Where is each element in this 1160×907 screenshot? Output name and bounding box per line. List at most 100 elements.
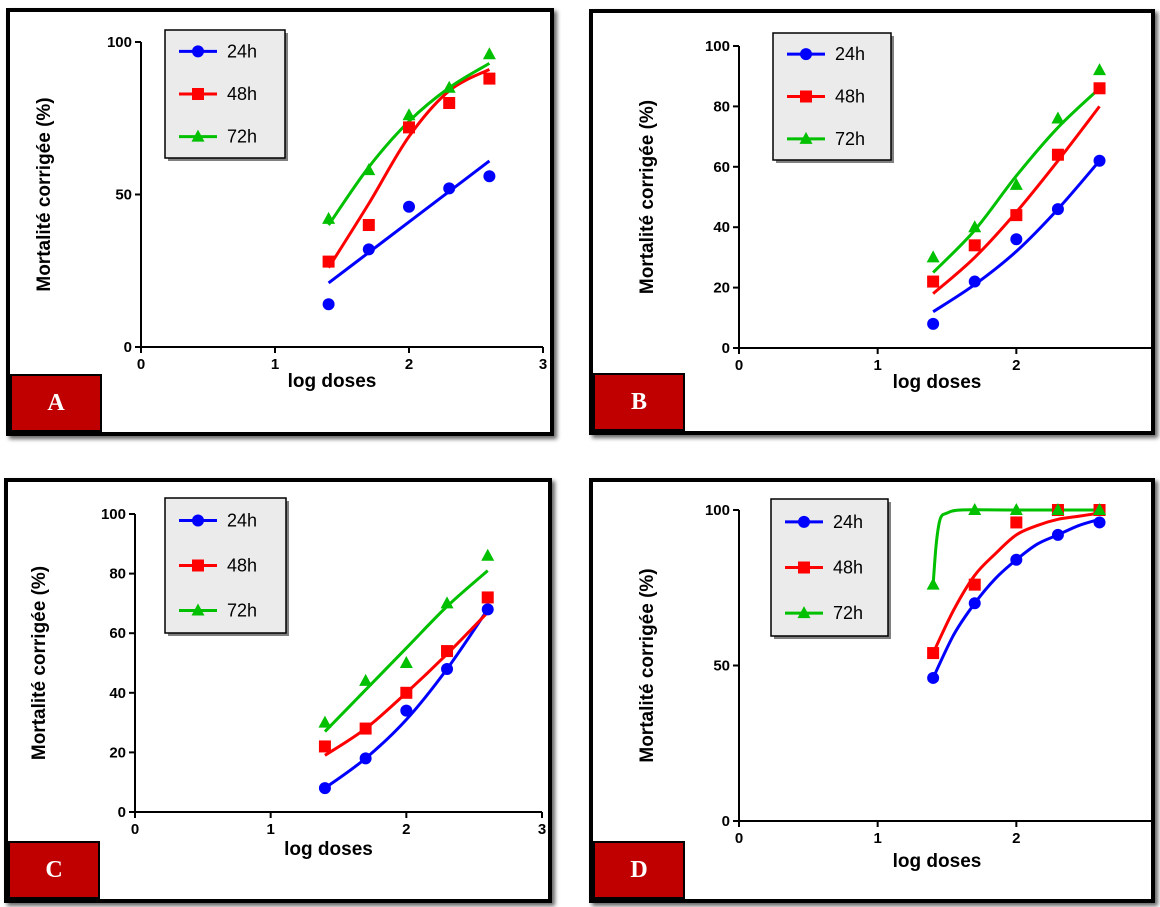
y-tick-label: 0 <box>118 804 126 821</box>
x-tick-label: 1 <box>271 356 279 373</box>
y-tick-label: 100 <box>101 506 126 523</box>
data-point-24h <box>1051 528 1064 541</box>
fit-curve-24h <box>931 517 1100 679</box>
fit-curve-48h <box>327 68 491 269</box>
legend-label: 48h <box>227 556 257 576</box>
legend-label: 24h <box>227 41 257 61</box>
legend-marker <box>797 606 811 619</box>
y-tick-label: 0 <box>722 813 730 830</box>
legend-label: 48h <box>835 87 865 107</box>
x-tick-label: 3 <box>538 821 546 838</box>
data-point-72h <box>968 220 982 233</box>
data-point-48h <box>927 647 940 660</box>
data-point-24h <box>318 782 331 795</box>
data-point-48h <box>1093 82 1106 95</box>
data-point-24h <box>1093 154 1106 167</box>
fit-curve-48h <box>324 611 489 757</box>
data-point-72h <box>440 596 454 609</box>
data-point-48h <box>968 578 981 591</box>
y-tick-label: 60 <box>109 625 126 642</box>
data-point-72h <box>1051 111 1065 124</box>
legend-marker <box>800 48 812 61</box>
data-point-24h <box>968 275 981 288</box>
x-axis-title: log doses <box>284 839 373 860</box>
data-point-24h <box>359 752 372 765</box>
data-point-24h <box>1010 233 1023 246</box>
y-tick-label: 20 <box>713 280 730 297</box>
x-tick-label: 0 <box>735 357 743 374</box>
legend-label: 72h <box>227 127 257 147</box>
x-tick-label: 0 <box>131 821 139 838</box>
legend-marker <box>191 129 205 142</box>
data-point-72h <box>359 673 373 686</box>
y-axis-title: Mortalité corrigée (%) <box>29 566 50 760</box>
legend-marker <box>192 45 204 58</box>
x-tick-label: 1 <box>873 830 881 847</box>
data-point-24h <box>1093 516 1106 529</box>
data-point-48h <box>481 591 494 604</box>
data-point-48h <box>362 219 375 231</box>
x-tick-label: 1 <box>873 357 881 374</box>
data-point-72h <box>1051 503 1065 515</box>
y-tick-label: 100 <box>705 502 730 519</box>
data-point-72h <box>1009 503 1023 515</box>
data-point-72h <box>482 47 496 60</box>
x-axis-title: log doses <box>288 371 377 392</box>
data-point-48h <box>318 740 331 753</box>
data-point-24h <box>362 243 375 256</box>
panel-label-badge: C <box>8 841 100 899</box>
data-point-72h <box>481 548 495 561</box>
data-point-48h <box>927 275 940 288</box>
data-point-48h <box>483 72 496 85</box>
y-tick-label: 40 <box>109 685 126 702</box>
x-tick-label: 0 <box>735 830 743 847</box>
data-point-48h <box>322 255 335 268</box>
fit-curve-72h <box>327 62 491 226</box>
data-point-48h <box>441 645 454 658</box>
data-point-48h <box>403 121 415 134</box>
chart-svg: 0 1 2 3 0 20 40 60 80 100 log doses Mortalité corri… <box>29 497 546 860</box>
y-tick-label: 0 <box>124 339 132 356</box>
y-axis-title: Mortalité corrigée (%) <box>34 97 55 291</box>
data-point-48h <box>968 239 981 252</box>
y-tick-label: 20 <box>109 744 126 761</box>
legend-marker <box>192 514 204 527</box>
y-tick-label: 80 <box>109 566 126 583</box>
x-tick-label: 3 <box>539 356 547 373</box>
data-point-72h <box>399 656 413 668</box>
x-axis-title: log doses <box>893 851 982 872</box>
legend-marker <box>192 88 204 100</box>
data-point-24h <box>441 662 454 675</box>
data-point-72h <box>926 577 940 590</box>
x-tick-label: 2 <box>1012 357 1020 374</box>
fit-curve-72h <box>323 569 489 733</box>
y-axis-title: Mortalité corrigée (%) <box>637 568 658 762</box>
data-point-24h <box>927 671 940 684</box>
y-tick-label: 50 <box>115 187 132 204</box>
data-point-24h <box>483 170 496 183</box>
data-point-24h <box>1010 553 1023 566</box>
legend-label: 72h <box>833 603 863 623</box>
y-tick-label: 100 <box>107 34 132 51</box>
data-point-72h <box>1093 63 1107 76</box>
data-point-48h <box>1051 148 1064 161</box>
data-point-24h <box>968 597 981 610</box>
legend-label: 24h <box>833 512 863 532</box>
legend-marker <box>799 131 813 144</box>
data-point-72h <box>318 715 332 728</box>
panel-label-badge: A <box>10 374 102 432</box>
x-tick-label: 2 <box>402 821 410 838</box>
data-point-72h <box>322 211 336 224</box>
legend-label: 48h <box>227 84 257 104</box>
data-point-48h <box>359 722 372 735</box>
fit-curve-24h <box>324 608 489 790</box>
y-tick-label: 0 <box>722 340 730 357</box>
data-point-48h <box>1010 516 1023 529</box>
legend-marker <box>192 559 204 572</box>
data-point-48h <box>443 97 456 109</box>
x-tick-label: 2 <box>405 356 413 373</box>
y-axis-title: Mortalité corrigée (%) <box>637 100 658 294</box>
